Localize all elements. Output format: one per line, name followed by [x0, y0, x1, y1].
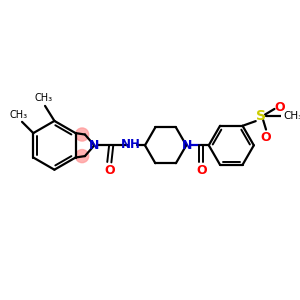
Text: CH₃: CH₃ — [284, 111, 300, 122]
Text: NH: NH — [121, 138, 141, 151]
Text: S: S — [256, 110, 266, 123]
Text: N: N — [182, 139, 192, 152]
Text: O: O — [261, 130, 271, 144]
Circle shape — [76, 149, 89, 163]
Text: CH₃: CH₃ — [9, 110, 27, 120]
Text: CH₃: CH₃ — [34, 93, 52, 103]
Text: O: O — [275, 100, 285, 113]
Text: O: O — [196, 164, 207, 177]
Text: O: O — [104, 164, 115, 177]
Circle shape — [76, 128, 89, 141]
Text: N: N — [89, 139, 100, 152]
